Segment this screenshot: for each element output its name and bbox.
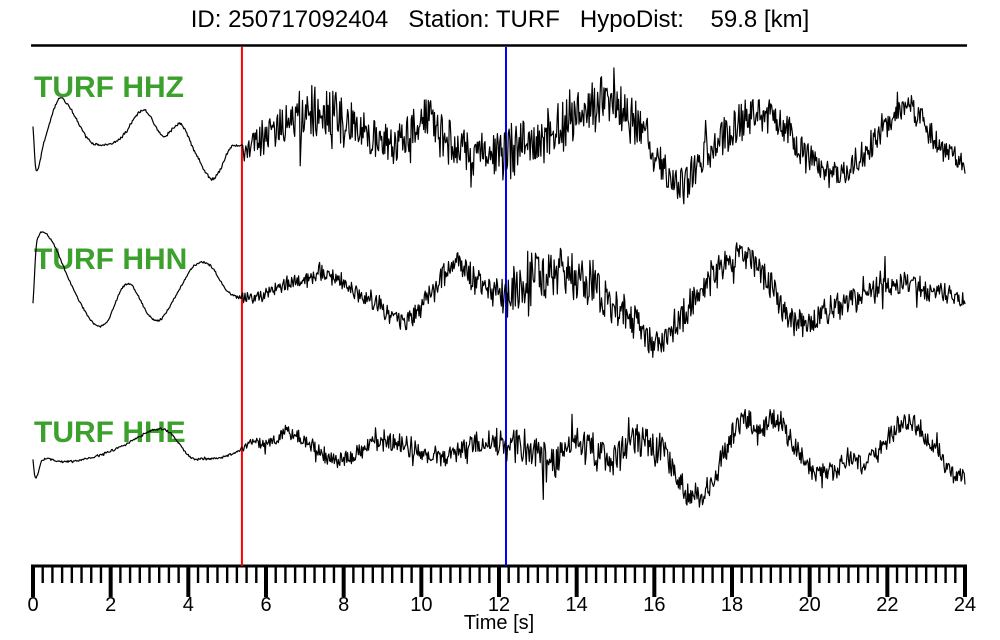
x-tick-label: 16 <box>643 594 665 616</box>
x-tick-label: 4 <box>183 594 194 616</box>
x-tick-label: 10 <box>410 594 432 616</box>
figure-title: ID: 250717092404 Station: TURF HypoDist:… <box>190 6 810 33</box>
x-tick-label: 6 <box>260 594 271 616</box>
x-tick-label: 8 <box>338 594 349 616</box>
x-tick-label: 24 <box>954 594 976 616</box>
x-axis-title: Time [s] <box>464 612 534 634</box>
trace-hhn <box>32 231 966 358</box>
x-tick-label: 20 <box>799 594 821 616</box>
x-tick-label: 12 <box>488 594 510 616</box>
channel-label-hhz: TURF HHZ <box>34 71 184 104</box>
trace-hhe <box>32 408 966 508</box>
x-tick-label: 18 <box>721 594 743 616</box>
channel-label-hhn: TURF HHN <box>34 243 188 276</box>
channel-label-hhe: TURF HHE <box>34 416 186 449</box>
x-tick-label: 14 <box>566 594 588 616</box>
x-tick-label: 22 <box>876 594 898 616</box>
x-tick-label: 0 <box>27 594 38 616</box>
trace-hhz <box>32 67 966 205</box>
x-tick-label: 2 <box>105 594 116 616</box>
